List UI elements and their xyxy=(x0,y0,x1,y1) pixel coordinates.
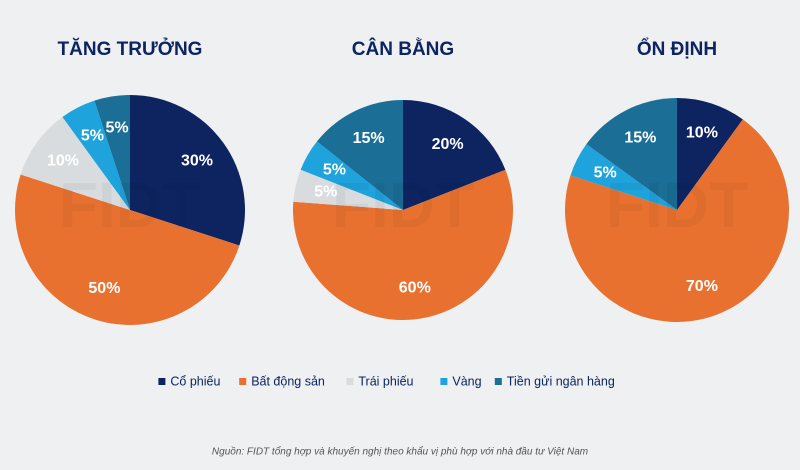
pie-slice xyxy=(677,98,743,210)
pie-slice xyxy=(403,100,506,210)
pie-slice xyxy=(565,119,790,322)
pie-slice xyxy=(62,100,131,210)
legend-swatch xyxy=(346,378,354,385)
legend-label: Tiền gửi ngân hàng xyxy=(507,374,615,388)
chart-title: ỔN ĐỊNH xyxy=(637,38,717,60)
pie-slice xyxy=(20,116,130,210)
chart-title: TĂNG TRƯỞNG xyxy=(58,38,203,60)
legend-label: Vàng xyxy=(452,374,481,388)
slice-label: 5% xyxy=(105,119,128,136)
pie-slice xyxy=(293,169,403,210)
chart-title: CÂN BẰNG xyxy=(352,38,454,60)
slice-label: 50% xyxy=(88,280,120,297)
watermark: FIDT xyxy=(606,169,748,241)
pie-slice xyxy=(316,100,403,210)
legend-swatch xyxy=(239,378,247,385)
legend-swatch xyxy=(158,378,166,385)
slice-label: 10% xyxy=(47,153,79,170)
legend-swatch xyxy=(494,378,502,385)
pie-slice xyxy=(130,95,245,246)
pie-slice xyxy=(94,95,130,210)
watermark: FIDT xyxy=(59,169,201,241)
pie-slice xyxy=(300,141,403,210)
pie-slice xyxy=(570,144,677,210)
source-note: Nguồn: FIDT tổng hợp và khuyến nghị theo… xyxy=(212,446,588,458)
slice-label: 5% xyxy=(314,184,337,201)
slice-label: 10% xyxy=(686,125,718,142)
slice-label: 15% xyxy=(353,130,385,147)
slice-label: 60% xyxy=(399,280,431,297)
slice-label: 30% xyxy=(181,153,213,170)
pie-slice xyxy=(293,169,514,321)
slice-label: 70% xyxy=(686,278,718,295)
legend-label: Cổ phiếu xyxy=(170,374,220,388)
legend-label: Bất động sản xyxy=(251,374,325,388)
watermark: FIDT xyxy=(332,169,474,241)
slice-label: 5% xyxy=(323,162,346,179)
pie-slice xyxy=(586,98,677,210)
pie-slice xyxy=(15,174,240,325)
slice-label: 5% xyxy=(594,165,617,182)
slice-label: 20% xyxy=(432,136,464,153)
slice-label: 5% xyxy=(81,127,104,144)
legend-label: Trái phiếu xyxy=(358,374,413,388)
legend-swatch xyxy=(440,378,448,385)
slice-label: 15% xyxy=(624,129,656,146)
